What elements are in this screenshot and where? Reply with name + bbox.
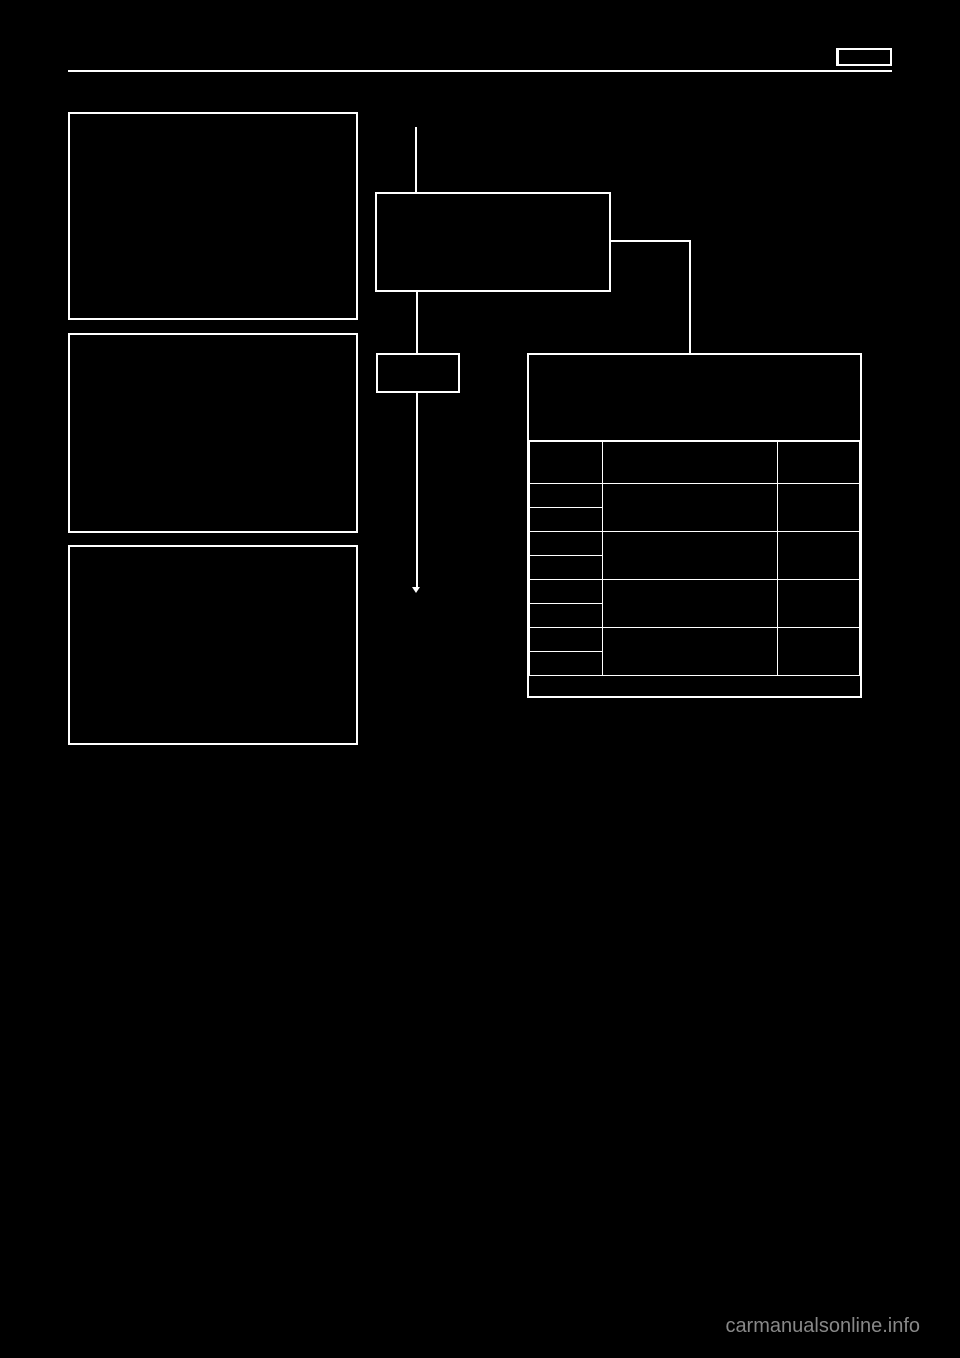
table-cell xyxy=(530,556,603,580)
flowchart-box-top-left xyxy=(68,112,358,320)
page-top-rule xyxy=(68,70,892,72)
table-row xyxy=(530,628,860,652)
table-cell xyxy=(602,484,777,532)
table-cell xyxy=(602,442,777,484)
table-cell xyxy=(530,580,603,604)
table-cell xyxy=(778,484,860,532)
corner-badge xyxy=(836,48,892,66)
table-cell xyxy=(778,532,860,580)
flowchart-box-mid-left xyxy=(68,333,358,533)
table-cell xyxy=(602,532,777,580)
flowchart-box-center-large xyxy=(375,192,611,292)
flowchart-box-bot-left xyxy=(68,545,358,745)
table-cell xyxy=(530,484,603,508)
table-cell xyxy=(778,628,860,676)
table-row xyxy=(530,580,860,604)
watermark-text: carmanualsonline.info xyxy=(725,1315,920,1338)
table-cell xyxy=(602,628,777,676)
table-cell xyxy=(530,442,603,484)
table-cell xyxy=(530,508,603,532)
table-row xyxy=(530,484,860,508)
table-row xyxy=(530,532,860,556)
connector-center-to-right-h xyxy=(611,240,691,242)
table-cell xyxy=(530,532,603,556)
flowchart-box-center-small xyxy=(376,353,460,393)
table-cell xyxy=(602,580,777,628)
table-header xyxy=(529,355,860,441)
table-cell xyxy=(778,442,860,484)
table-cell xyxy=(778,580,860,628)
connector-top-to-center xyxy=(415,127,417,192)
table-row xyxy=(530,442,860,484)
flowchart-table-box xyxy=(527,353,862,698)
table-cell xyxy=(530,604,603,628)
connector-small-down-long xyxy=(416,393,418,589)
connector-right-down xyxy=(689,240,691,353)
connector-center-to-small xyxy=(416,292,418,353)
flowchart-table xyxy=(529,441,860,676)
arrow-down-icon xyxy=(412,587,420,593)
table-cell xyxy=(530,652,603,676)
table-cell xyxy=(530,628,603,652)
